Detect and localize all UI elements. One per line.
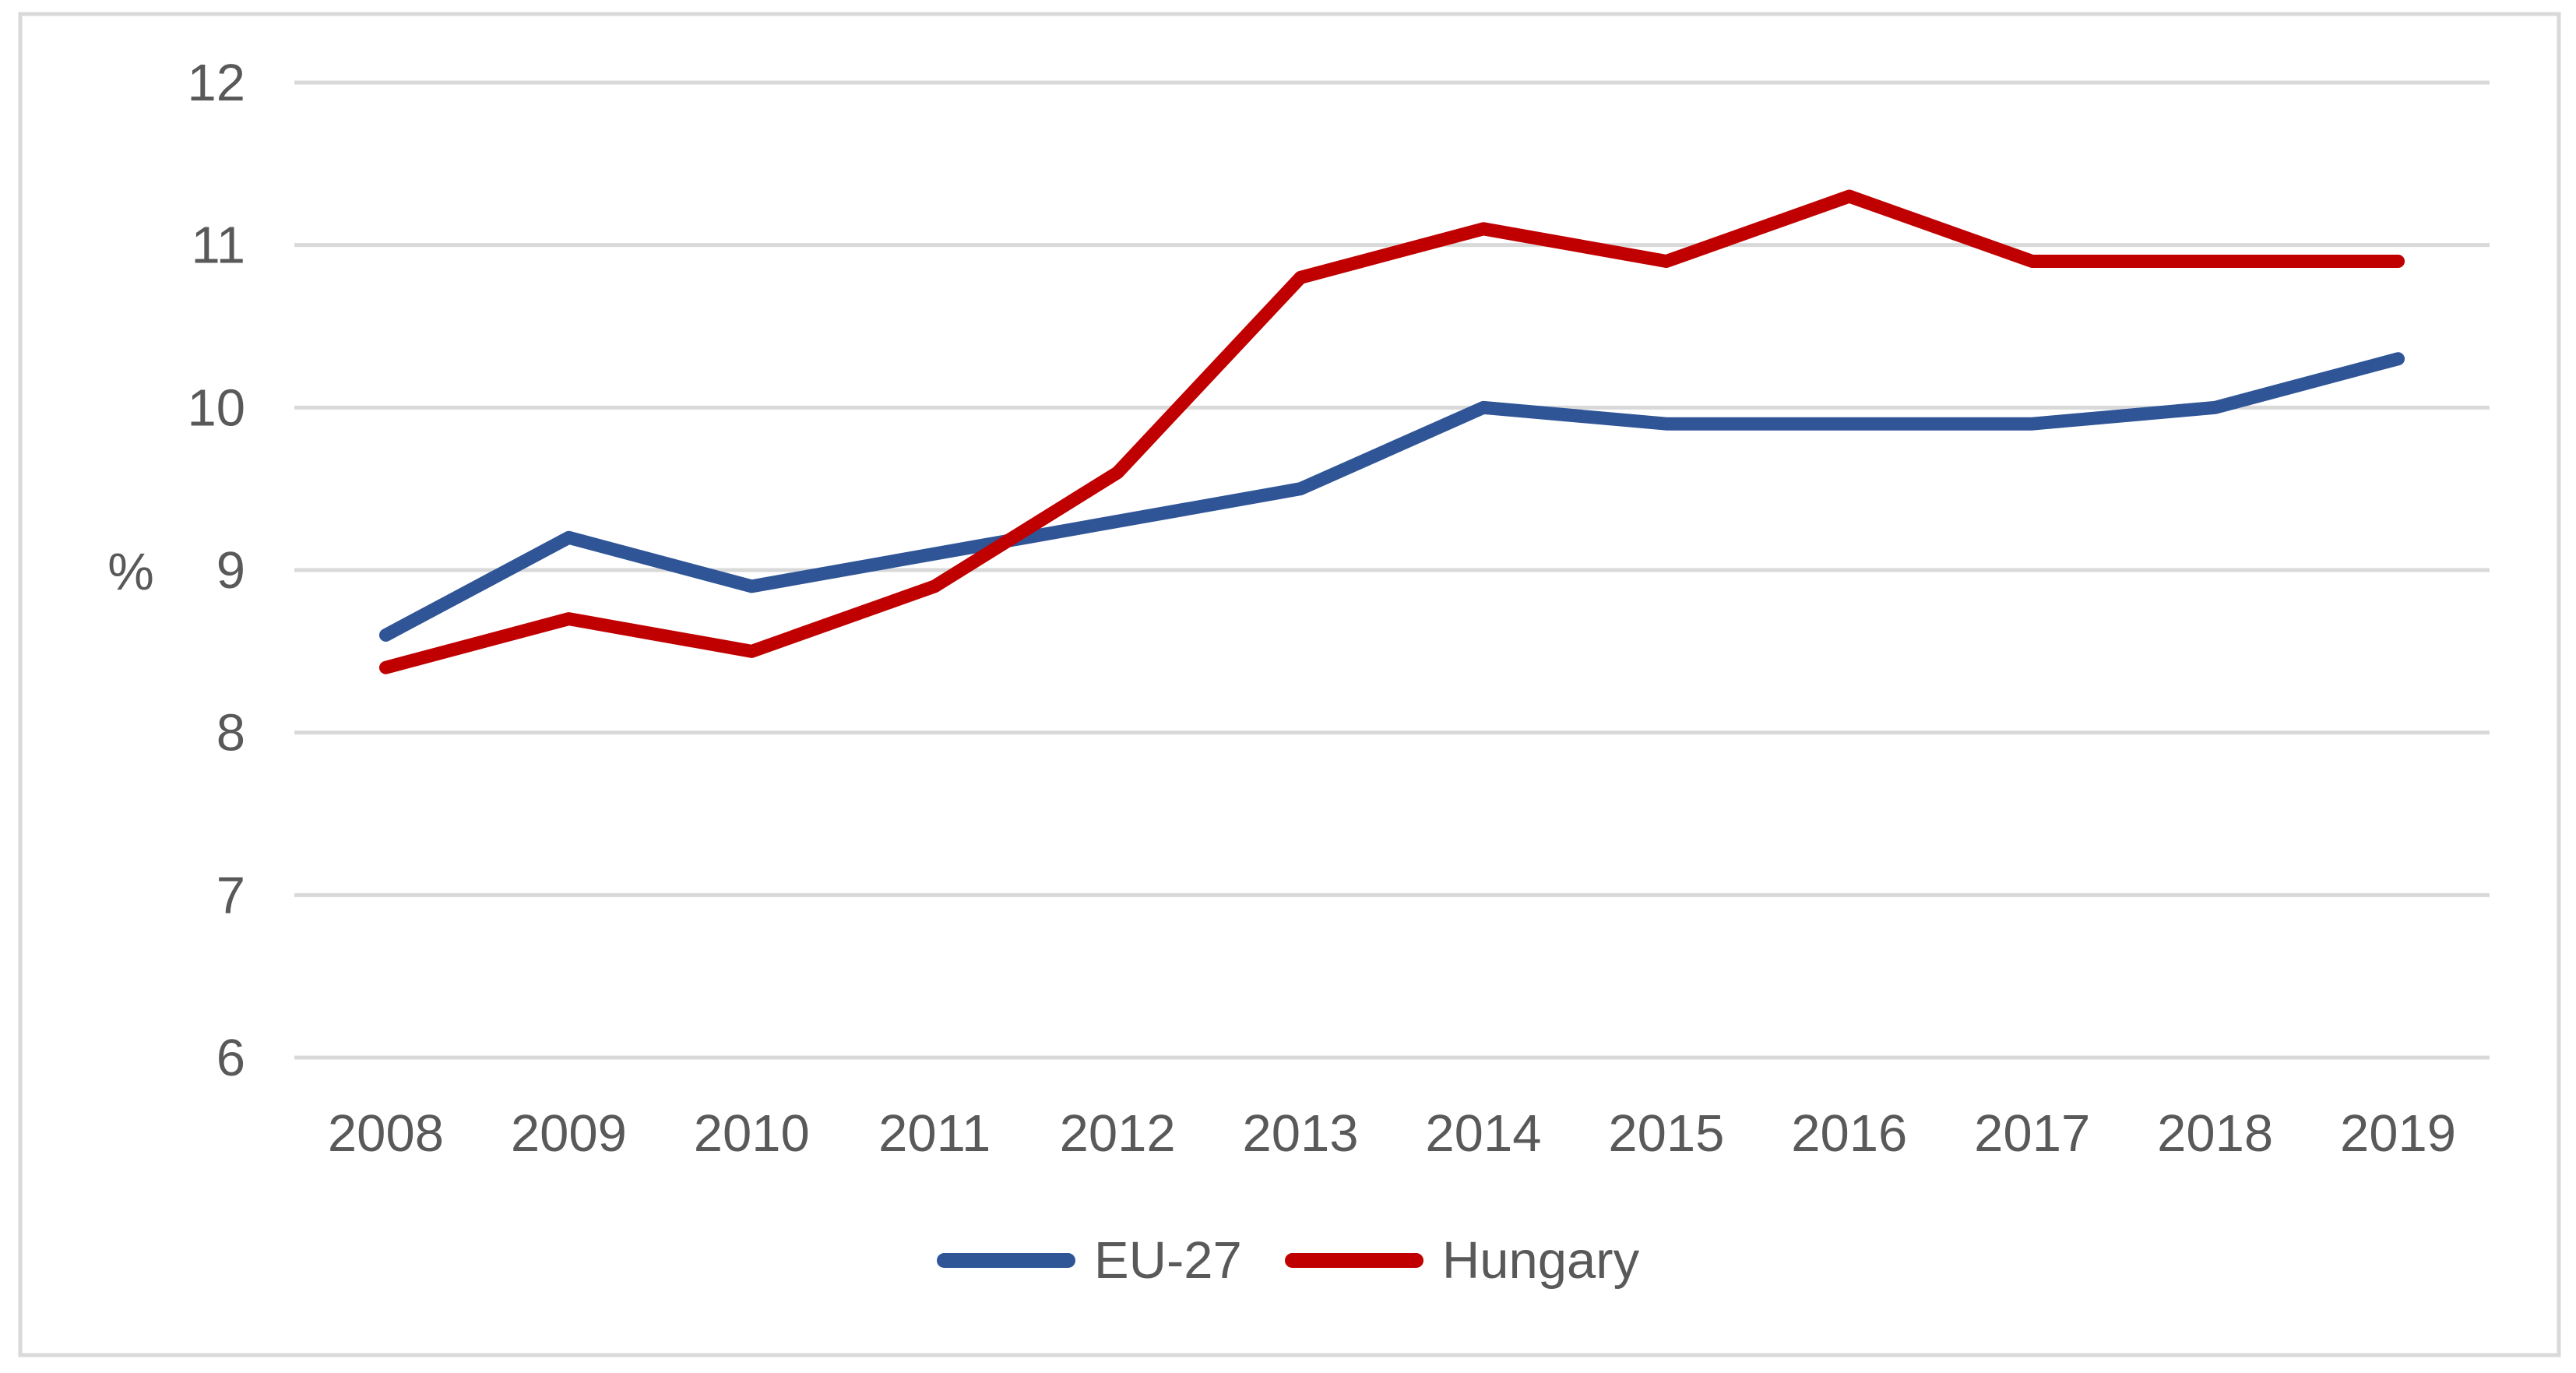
y-tick-label: 11 [191, 217, 245, 275]
legend-item-hungary: Hungary [1284, 1231, 1640, 1290]
gridlines-group [294, 80, 2490, 1060]
y-tick-label: 9 [216, 541, 245, 600]
x-tick-label: 2014 [1425, 1104, 1541, 1163]
eu27-legend-label: EU-27 [1093, 1231, 1242, 1290]
x-tick-label: 2013 [1243, 1104, 1359, 1163]
x-tick-label: 2016 [1791, 1104, 1907, 1163]
x-tick-label: 2019 [2340, 1104, 2456, 1163]
hungary-legend-label: Hungary [1441, 1231, 1640, 1290]
y-tick-label: 7 [216, 866, 245, 924]
x-tick-label: 2009 [511, 1104, 627, 1163]
x-tick-label: 2012 [1060, 1104, 1176, 1163]
eu27-series-line [378, 352, 2405, 642]
x-axis-labels: 2008 2009 2010 2011 2012 2013 2014 2015 2016 2017… [328, 1104, 2456, 1163]
y-tick-label: 12 [187, 54, 245, 112]
x-tick-label: 2011 [878, 1104, 991, 1163]
series-lines-group [378, 189, 2405, 674]
hungary-series-line [378, 189, 2405, 674]
x-tick-label: 2008 [328, 1104, 444, 1163]
x-tick-label: 2015 [1608, 1104, 1724, 1163]
y-tick-label: 10 [187, 378, 245, 437]
eu27-legend-line-swatch [936, 1253, 1075, 1268]
y-axis-title: % [107, 543, 154, 601]
y-tick-label: 8 [216, 704, 245, 762]
chart-border [18, 12, 2561, 1357]
hungary-legend-line-swatch [1284, 1253, 1423, 1268]
x-tick-label: 2017 [1974, 1104, 2090, 1163]
x-tick-label: 2018 [2157, 1104, 2273, 1163]
legend: EU-27 Hungary [0, 1234, 2576, 1287]
legend-item-eu27: EU-27 [936, 1231, 1242, 1290]
y-axis-labels: 12 11 10 9 8 7 6 [187, 54, 245, 1087]
x-tick-label: 2010 [694, 1104, 810, 1163]
y-tick-label: 6 [216, 1029, 245, 1087]
